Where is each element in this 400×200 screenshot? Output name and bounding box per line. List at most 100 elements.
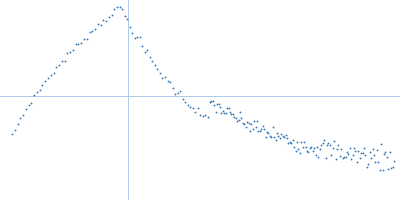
- Point: [208, 100, 215, 103]
- Point: [81, 38, 87, 41]
- Point: [345, 152, 352, 155]
- Point: [14, 123, 21, 126]
- Point: [361, 146, 367, 150]
- Point: [217, 105, 223, 109]
- Point: [308, 146, 314, 149]
- Point: [318, 143, 324, 146]
- Point: [382, 150, 389, 153]
- Point: [59, 60, 65, 63]
- Point: [271, 135, 277, 139]
- Point: [371, 153, 377, 157]
- Point: [322, 156, 329, 159]
- Point: [362, 153, 369, 157]
- Point: [174, 91, 181, 94]
- Point: [103, 19, 109, 23]
- Point: [254, 120, 260, 123]
- Point: [324, 144, 330, 147]
- Point: [64, 52, 70, 55]
- Point: [242, 125, 249, 128]
- Point: [126, 25, 133, 28]
- Point: [172, 92, 178, 96]
- Point: [214, 103, 220, 106]
- Point: [169, 86, 176, 89]
- Point: [121, 14, 128, 18]
- Point: [34, 90, 40, 93]
- Point: [376, 169, 383, 172]
- Point: [341, 156, 347, 159]
- Point: [290, 139, 296, 142]
- Point: [375, 161, 382, 164]
- Point: [86, 30, 93, 34]
- Point: [23, 108, 29, 111]
- Point: [195, 107, 201, 110]
- Point: [311, 147, 317, 150]
- Point: [240, 121, 246, 125]
- Point: [267, 134, 273, 137]
- Point: [177, 90, 183, 93]
- Point: [184, 104, 191, 107]
- Point: [261, 127, 268, 131]
- Point: [36, 88, 43, 91]
- Point: [360, 152, 366, 155]
- Point: [211, 104, 218, 107]
- Point: [379, 168, 386, 171]
- Point: [368, 156, 374, 160]
- Point: [124, 18, 130, 21]
- Point: [26, 103, 32, 106]
- Point: [20, 113, 26, 117]
- Point: [212, 110, 219, 113]
- Point: [386, 150, 393, 153]
- Point: [48, 73, 54, 76]
- Point: [202, 113, 209, 116]
- Point: [28, 101, 34, 105]
- Point: [197, 113, 204, 116]
- Point: [224, 107, 230, 110]
- Point: [325, 142, 332, 145]
- Point: [358, 151, 364, 154]
- Point: [144, 48, 150, 52]
- Point: [378, 143, 384, 146]
- Point: [225, 107, 232, 110]
- Point: [117, 5, 123, 9]
- Point: [312, 153, 319, 157]
- Point: [268, 135, 274, 139]
- Point: [234, 120, 240, 123]
- Point: [227, 111, 233, 114]
- Point: [374, 149, 380, 152]
- Point: [278, 133, 284, 136]
- Point: [89, 30, 96, 33]
- Point: [167, 80, 173, 83]
- Point: [95, 23, 101, 26]
- Point: [336, 154, 343, 157]
- Point: [327, 143, 333, 146]
- Point: [281, 135, 287, 139]
- Point: [355, 149, 362, 152]
- Point: [17, 117, 24, 120]
- Point: [237, 110, 243, 113]
- Point: [164, 80, 171, 83]
- Point: [114, 5, 120, 8]
- Point: [307, 147, 313, 150]
- Point: [340, 157, 346, 160]
- Point: [75, 43, 82, 46]
- Point: [304, 149, 310, 152]
- Point: [342, 156, 349, 159]
- Point: [298, 140, 304, 143]
- Point: [310, 149, 316, 152]
- Point: [262, 136, 269, 139]
- Point: [129, 32, 135, 35]
- Point: [108, 14, 115, 17]
- Point: [147, 56, 153, 59]
- Point: [315, 155, 322, 159]
- Point: [292, 149, 299, 152]
- Point: [301, 140, 307, 143]
- Point: [248, 122, 254, 126]
- Point: [12, 129, 18, 132]
- Point: [231, 116, 238, 119]
- Point: [230, 112, 236, 115]
- Point: [350, 153, 356, 156]
- Point: [42, 79, 48, 82]
- Point: [282, 133, 289, 136]
- Point: [294, 140, 300, 144]
- Point: [159, 77, 166, 80]
